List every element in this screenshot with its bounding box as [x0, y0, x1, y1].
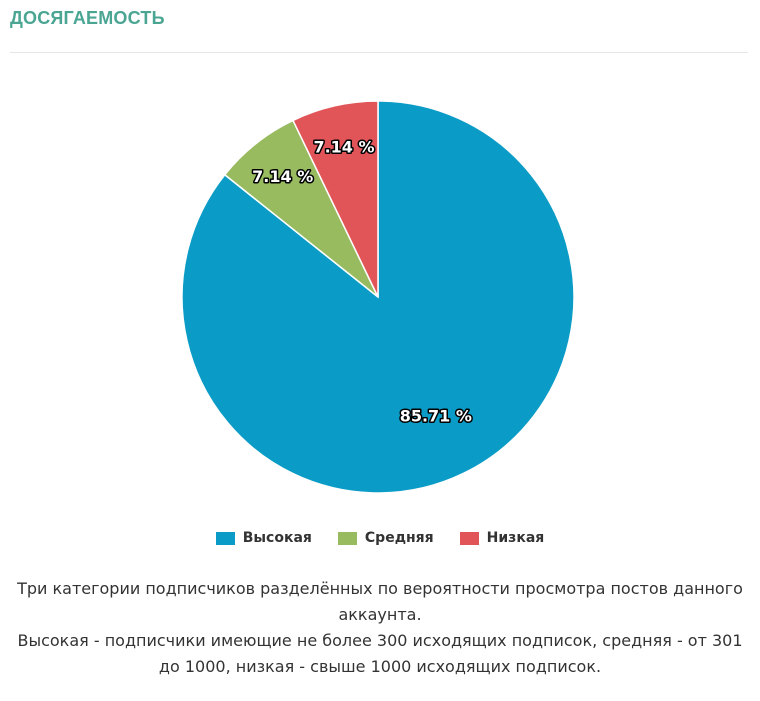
- pie-label-low: 7.14 %: [313, 137, 374, 156]
- legend-label-high: Высокая: [242, 530, 312, 546]
- legend-label-low: Низкая: [486, 530, 545, 546]
- pie-label-medium: 7.14 %: [252, 167, 313, 186]
- section-title: Досягаемость: [10, 8, 165, 28]
- description-line-1: Три категории подписчиков разделённых по…: [17, 579, 743, 624]
- title-divider: [10, 52, 748, 53]
- legend-swatch-medium: [337, 531, 357, 545]
- description-line-2: Высокая - подписчики имеющие не более 30…: [17, 631, 743, 676]
- chart-legend: Высокая Средняя Низкая: [0, 530, 760, 546]
- legend-item-low[interactable]: Низкая: [459, 530, 545, 546]
- pie-label-high: 85.71 %: [400, 407, 472, 426]
- chart-description: Три категории подписчиков разделённых по…: [0, 576, 760, 680]
- legend-item-medium[interactable]: Средняя: [337, 530, 434, 546]
- legend-swatch-high: [215, 531, 235, 545]
- pie-slices: [181, 100, 575, 494]
- pie-labels: 85.71 % 7.14 %7.14 %: [251, 136, 474, 427]
- legend-item-high[interactable]: Высокая: [215, 530, 312, 546]
- legend-label-medium: Средняя: [364, 530, 434, 546]
- pie-chart: 85.71 % 7.14 %7.14 %: [181, 100, 575, 494]
- pie-slice-low[interactable]: [291, 100, 379, 298]
- legend-swatch-low: [459, 531, 479, 545]
